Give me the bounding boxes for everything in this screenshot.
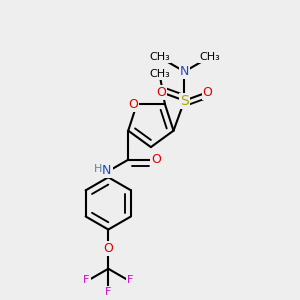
Text: N: N: [180, 65, 189, 78]
Text: N: N: [102, 164, 112, 177]
Text: F: F: [127, 274, 133, 285]
Text: CH₃: CH₃: [149, 52, 170, 62]
Text: F: F: [105, 287, 112, 297]
Text: O: O: [156, 86, 166, 99]
Text: O: O: [152, 153, 161, 166]
Text: O: O: [103, 242, 113, 255]
Text: O: O: [128, 98, 138, 110]
Text: S: S: [180, 94, 189, 108]
Text: F: F: [83, 274, 90, 285]
Text: H: H: [94, 164, 102, 174]
Text: O: O: [203, 86, 213, 99]
Text: CH₃: CH₃: [199, 52, 220, 62]
Text: CH₃: CH₃: [149, 69, 170, 79]
